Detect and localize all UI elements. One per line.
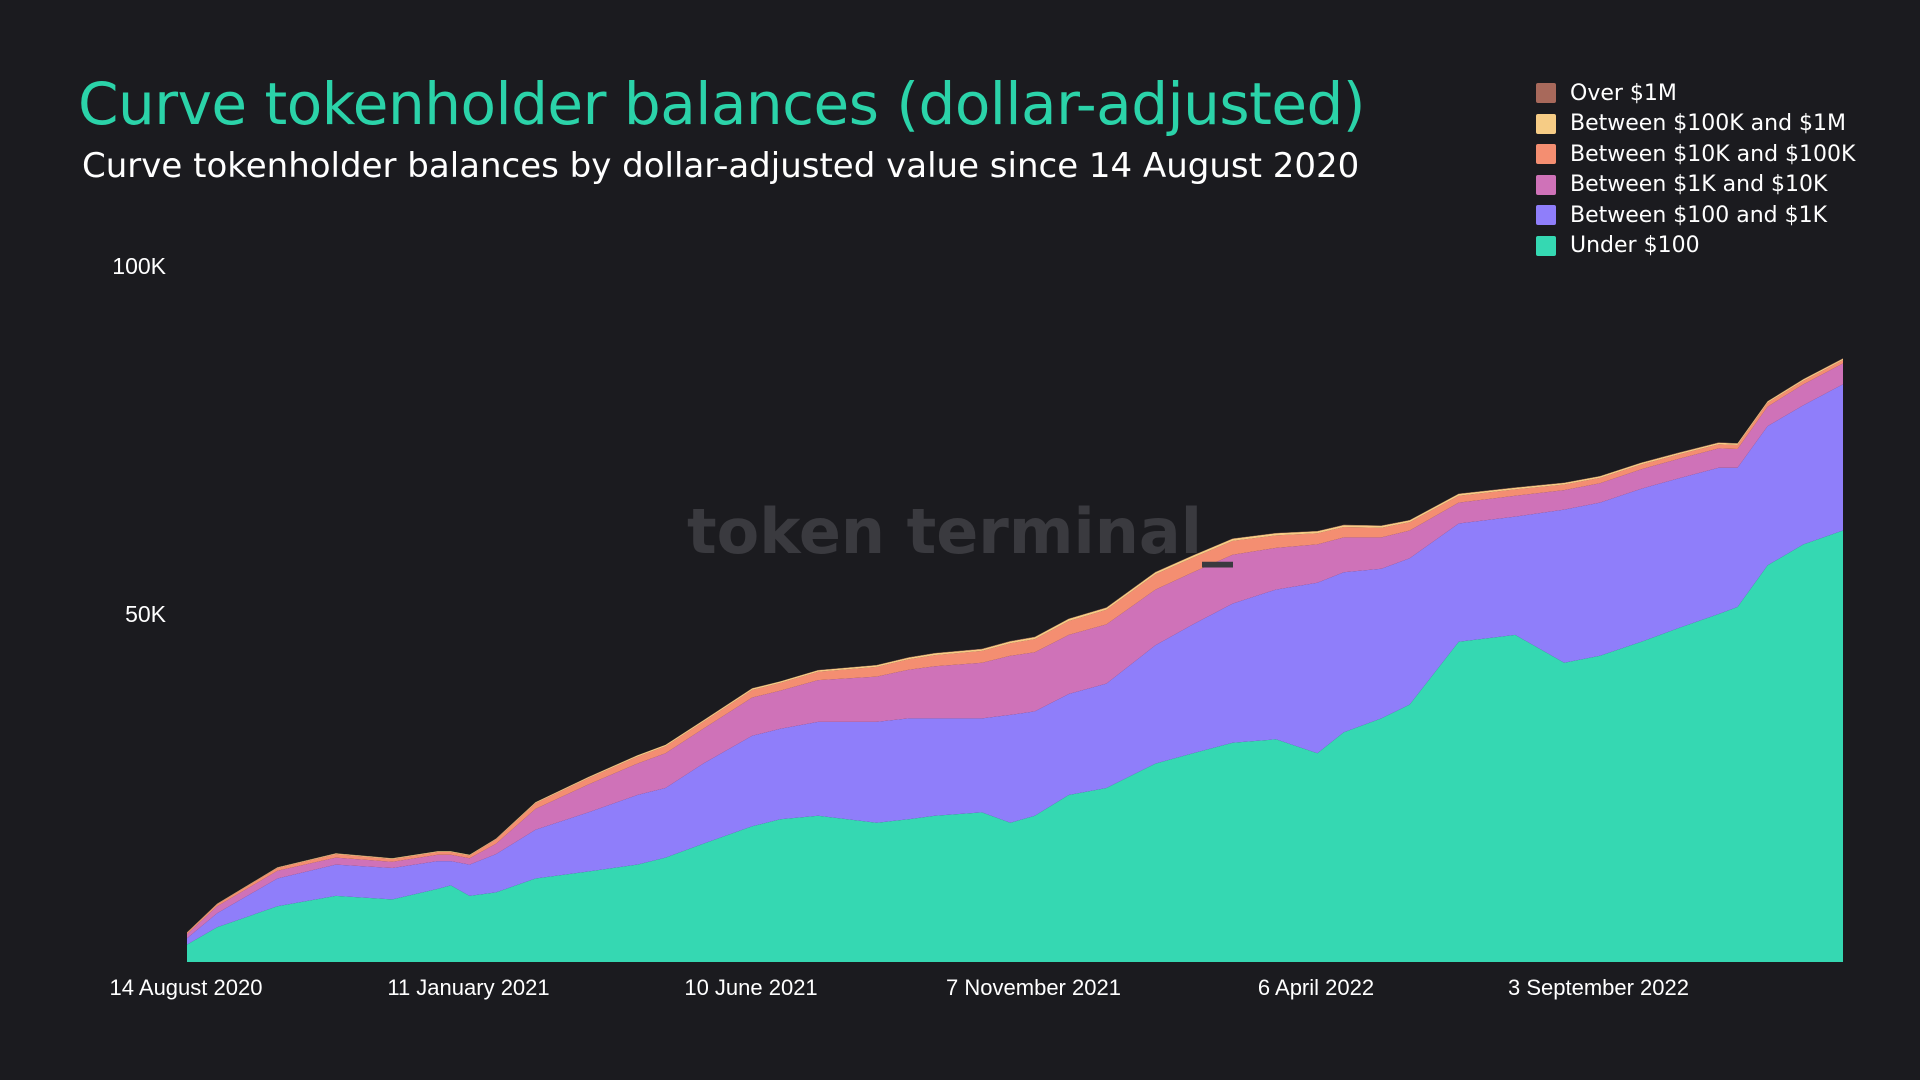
y-axis: 100K 50K	[112, 253, 166, 627]
legend-item-under-100: Under $100	[1536, 231, 1855, 262]
chart-title: Curve tokenholder balances (dollar-adjus…	[78, 70, 1365, 138]
area-between-1k-and-10k	[187, 363, 1843, 939]
x-tick-label: 10 June 2021	[684, 975, 817, 1000]
x-tick-label: 3 September 2022	[1508, 975, 1689, 1000]
legend-label: Between $10K and $100K	[1570, 141, 1856, 167]
y-tick-label: 100K	[112, 253, 166, 279]
legend-label: Over $1M	[1570, 80, 1677, 106]
area-under-100	[187, 530, 1843, 962]
x-tick-label: 6 April 2022	[1258, 975, 1374, 1000]
legend: Over $1M Between $100K and $1M Between $…	[1536, 78, 1855, 261]
x-tick-label: 11 January 2021	[387, 975, 549, 1000]
legend-item-10k-100k: Between $10K and $100K	[1536, 139, 1855, 170]
area-between-100-and-1k	[187, 384, 1843, 945]
legend-label: Between $1K and $10K	[1570, 172, 1828, 198]
legend-label: Under $100	[1570, 233, 1700, 259]
legend-swatch	[1536, 83, 1556, 104]
legend-label: Between $100K and $1M	[1570, 111, 1847, 137]
legend-swatch	[1536, 205, 1556, 226]
legend-swatch	[1536, 113, 1556, 134]
area-series-group	[187, 358, 1843, 962]
chart-subtitle: Curve tokenholder balances by dollar-adj…	[82, 146, 1360, 186]
x-tick-label: 7 November 2021	[946, 975, 1121, 1000]
legend-item-100-1k: Between $100 and $1K	[1536, 200, 1855, 231]
legend-swatch	[1536, 144, 1556, 165]
legend-label: Between $100 and $1K	[1570, 202, 1828, 228]
area-between-10k-and-100k	[187, 360, 1843, 935]
legend-item-100k-1m: Between $100K and $1M	[1536, 109, 1855, 140]
legend-item-1k-10k: Between $1K and $10K	[1536, 170, 1855, 201]
y-tick-label: 50K	[125, 601, 167, 627]
legend-item-over-1m: Over $1M	[1536, 78, 1855, 109]
legend-swatch	[1536, 235, 1556, 256]
x-tick-label: 14 August 2020	[110, 975, 263, 1000]
legend-swatch	[1536, 174, 1556, 195]
x-axis: 14 August 2020 11 January 2021 10 June 202…	[110, 975, 1689, 1000]
watermark: token terminal_	[687, 495, 1233, 568]
